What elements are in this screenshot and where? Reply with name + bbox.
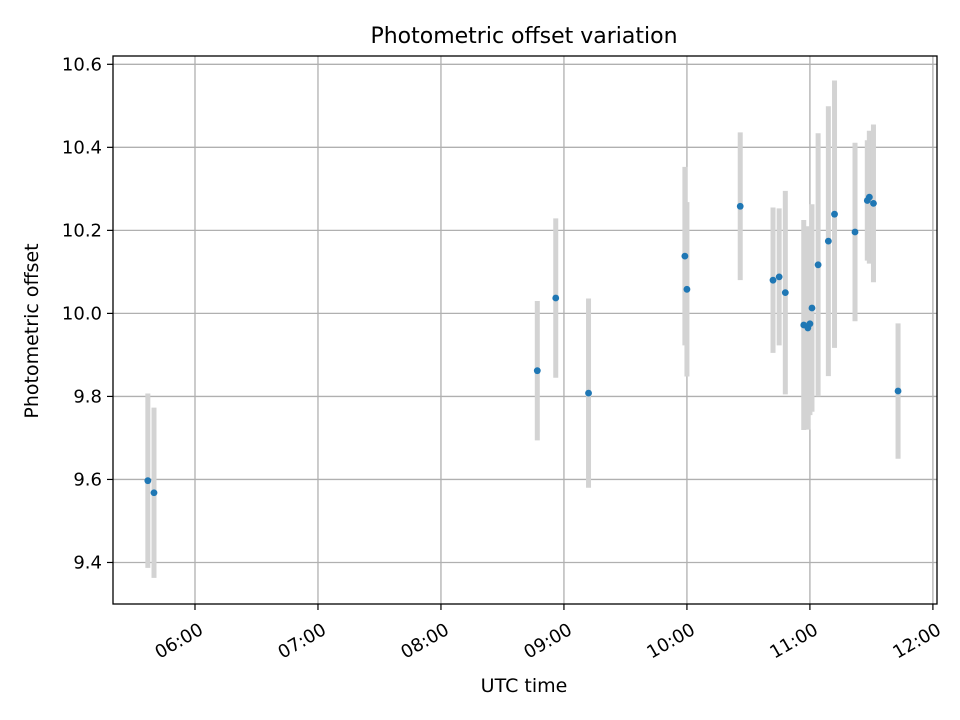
data-point — [865, 193, 873, 201]
y-tick-label: 10.0 — [62, 303, 102, 324]
data-point — [824, 237, 832, 245]
data-point — [851, 228, 859, 236]
data-point — [781, 289, 789, 297]
data-point — [769, 276, 777, 284]
data-point — [806, 320, 814, 328]
y-tick-label: 10.2 — [62, 220, 102, 241]
data-point — [585, 389, 592, 397]
axes-frame — [112, 55, 938, 605]
y-axis-label: Photometric offset — [21, 243, 43, 418]
data-markers — [144, 193, 902, 497]
y-tick-label: 10.4 — [62, 137, 102, 158]
y-tick-label: 9.6 — [73, 469, 102, 490]
x-axis-label: UTC time — [481, 675, 568, 697]
data-point — [552, 294, 560, 302]
data-point — [736, 202, 744, 210]
data-point — [681, 252, 689, 260]
data-point — [683, 285, 691, 293]
data-point — [150, 489, 158, 497]
chart-title: Photometric offset variation — [370, 24, 677, 49]
data-point — [814, 261, 822, 269]
y-tick-label: 9.4 — [73, 552, 102, 573]
data-point — [144, 477, 152, 485]
data-point — [808, 304, 816, 312]
data-point — [870, 199, 877, 207]
data-point — [533, 367, 541, 375]
y-tick-label: 10.6 — [62, 54, 102, 75]
grid-lines — [113, 56, 937, 604]
data-point — [894, 387, 902, 395]
data-point — [775, 273, 783, 281]
y-tick-label: 9.8 — [73, 386, 102, 407]
data-point — [831, 210, 838, 218]
